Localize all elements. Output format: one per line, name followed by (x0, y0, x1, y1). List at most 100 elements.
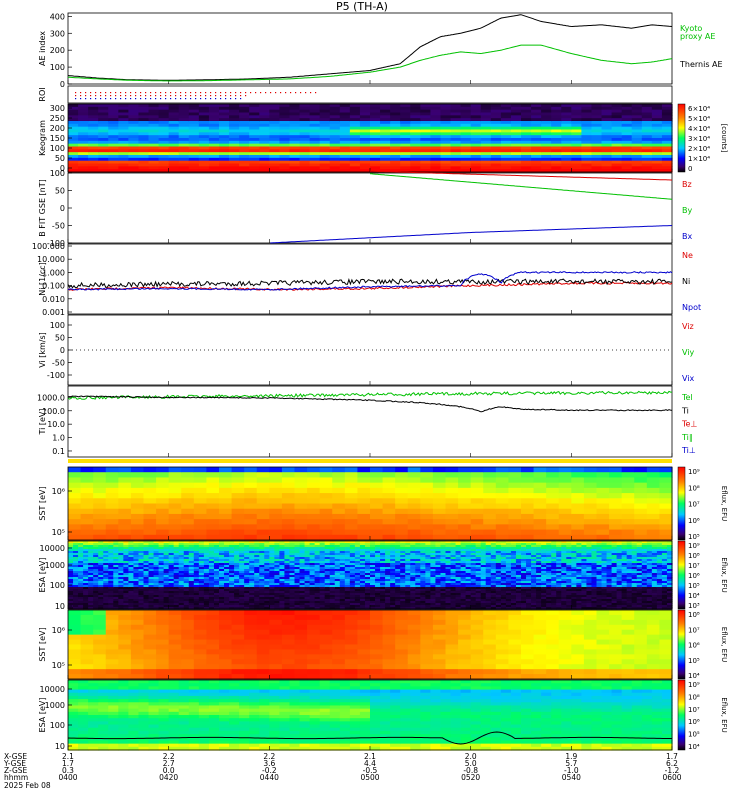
esa-e-cell (249, 573, 255, 576)
esa-e-cell (359, 595, 366, 598)
sst-e-cell (256, 529, 270, 536)
roi-dot (215, 95, 217, 97)
keogram-cell (208, 132, 220, 136)
esa-e-cell (334, 551, 341, 554)
esa-e-cell (299, 553, 306, 556)
esa-e-cell (234, 559, 240, 562)
sst-e-cell (105, 472, 119, 479)
esa-e-cell (445, 589, 452, 592)
esa-e-cell (173, 553, 180, 556)
keogram-cell (470, 157, 482, 162)
esa-e-cell (108, 559, 114, 562)
keogram-cell (531, 157, 542, 162)
sst-e-cell (495, 529, 510, 536)
keogram-cell (591, 138, 603, 142)
esa-e-cell (420, 559, 426, 562)
sst-e-cell (344, 477, 359, 484)
esa-e-cell (249, 571, 255, 574)
ae-series-line (67, 44, 673, 82)
keogram-cell (78, 157, 89, 162)
esa-e-cell (178, 583, 185, 586)
esa-e-cell (445, 541, 452, 544)
esa-e-cell (440, 541, 447, 544)
esa-e-cell (143, 577, 150, 580)
sst-e-cell (395, 472, 409, 479)
esa-e-cell (440, 547, 447, 550)
esa-e-cell (93, 589, 99, 592)
sst-e-cell (495, 477, 510, 484)
keogram-cell (581, 166, 593, 170)
keogram-cell (611, 129, 623, 133)
esa-e-cell (420, 579, 426, 582)
esa-e-cell (239, 543, 245, 546)
sst-e-cell (219, 503, 233, 510)
roi-dot (245, 92, 247, 94)
sst-e-cell (231, 477, 245, 484)
esa-e-cell (153, 559, 160, 562)
esa-e-cell (208, 595, 215, 598)
esa-e-cell (208, 543, 215, 546)
esa-e-cell (364, 557, 371, 560)
esa-e-cell (264, 563, 270, 566)
esa-e-cell (359, 561, 366, 564)
keogram-cell (188, 118, 200, 122)
esa-e-cell (370, 601, 376, 604)
esa-e-cell (108, 549, 114, 552)
keogram-cell (178, 129, 190, 133)
sst-e-cell (193, 508, 208, 515)
esa-e-cell (435, 605, 442, 608)
sst-e-cell (370, 534, 384, 541)
keogram-cell (450, 129, 462, 133)
keogram-cell (178, 152, 190, 156)
sst-e-cell (445, 493, 459, 499)
roi-dot (190, 92, 192, 94)
esa-e-cell (349, 587, 356, 590)
keogram-cell (279, 115, 291, 119)
keogram-cell (460, 109, 472, 114)
keogram-cell (531, 146, 542, 150)
esa-e-cell (244, 575, 250, 578)
keogram-cell (641, 166, 653, 170)
esa-e-cell (349, 543, 356, 546)
esa-e-cell (198, 579, 205, 582)
esa-e-cell (259, 597, 265, 600)
esa-e-cell (274, 557, 280, 560)
esa-e-cell (153, 563, 160, 566)
esa-e-cell (405, 571, 411, 574)
keogram-cell (208, 121, 220, 125)
esa-e-cell (440, 601, 447, 604)
keogram-cell (611, 115, 623, 119)
esa-e-cell (349, 573, 356, 576)
esa-e-cell (93, 583, 99, 586)
keogram-cell (168, 160, 180, 165)
esa-e-cell (339, 557, 346, 560)
keogram-cell (98, 109, 109, 114)
sst-e-cell (206, 513, 220, 520)
esa-e-cell (143, 561, 150, 564)
esa-e-cell (73, 599, 79, 602)
esa-e-cell (364, 577, 371, 580)
esa-e-cell (224, 569, 230, 572)
esa-e-cell (289, 551, 296, 554)
esa-e-cell (73, 575, 79, 578)
keogram-cell (198, 138, 210, 142)
esa-e-cell (415, 605, 421, 608)
esa-e-cell (425, 567, 431, 570)
velocity-legend: Viy (682, 348, 695, 357)
keogram-cell (370, 106, 381, 111)
esa-e-cell (405, 541, 411, 544)
sst-e-cell (269, 503, 283, 510)
keogram-cell (299, 146, 311, 150)
sst-e-cell (483, 529, 497, 536)
esa-e-cell (385, 575, 391, 578)
keogram-cell (68, 126, 79, 131)
esa-e-cell (259, 547, 265, 550)
esa-e-cell (284, 597, 291, 600)
keogram-colorbar-tick: 0 (688, 165, 692, 173)
esa-e-cell (208, 587, 215, 590)
roi-dot (115, 98, 117, 100)
esa-e-cell (224, 587, 230, 590)
keogram-cell (98, 146, 109, 150)
esa-e-cell (183, 581, 190, 584)
esa-e-cell (244, 557, 250, 560)
